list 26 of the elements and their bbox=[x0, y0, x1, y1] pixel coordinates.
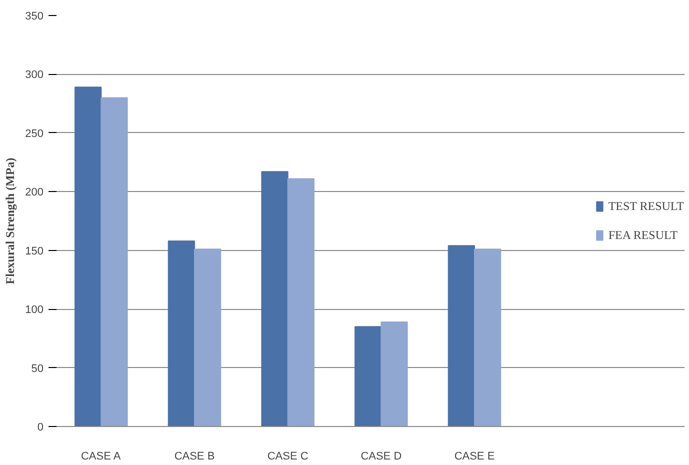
y-tick-label: 250 bbox=[25, 128, 44, 140]
y-axis-title: Flexural Strength (MPa) bbox=[3, 158, 18, 284]
y-tick-label: 50 bbox=[31, 362, 44, 375]
y-tick-label: 0 bbox=[37, 422, 44, 434]
x-tick-label: CASE A bbox=[80, 450, 122, 462]
bar bbox=[261, 171, 288, 426]
y-tick-label: 100 bbox=[25, 304, 44, 316]
legend-label: TEST RESULT bbox=[608, 198, 684, 214]
x-tick-label: CASE C bbox=[267, 450, 308, 462]
bar bbox=[287, 178, 314, 426]
bar bbox=[74, 86, 102, 426]
y-tick-label: 300 bbox=[25, 69, 44, 82]
bar bbox=[194, 248, 222, 426]
x-tick-label: CASE B bbox=[174, 450, 215, 462]
bar bbox=[474, 248, 502, 426]
bar bbox=[380, 321, 408, 426]
x-tick-label: CASE D bbox=[360, 450, 402, 462]
y-tick-label: 350 bbox=[25, 10, 44, 22]
x-tick-label: CASE E bbox=[454, 450, 495, 462]
y-tick-label: 200 bbox=[25, 186, 44, 199]
bar bbox=[168, 240, 195, 426]
legend-label: FEA RESULT bbox=[608, 228, 678, 242]
y-tick-label: 150 bbox=[25, 245, 44, 258]
bar bbox=[448, 245, 475, 426]
bar bbox=[100, 97, 128, 426]
bar bbox=[354, 326, 382, 426]
